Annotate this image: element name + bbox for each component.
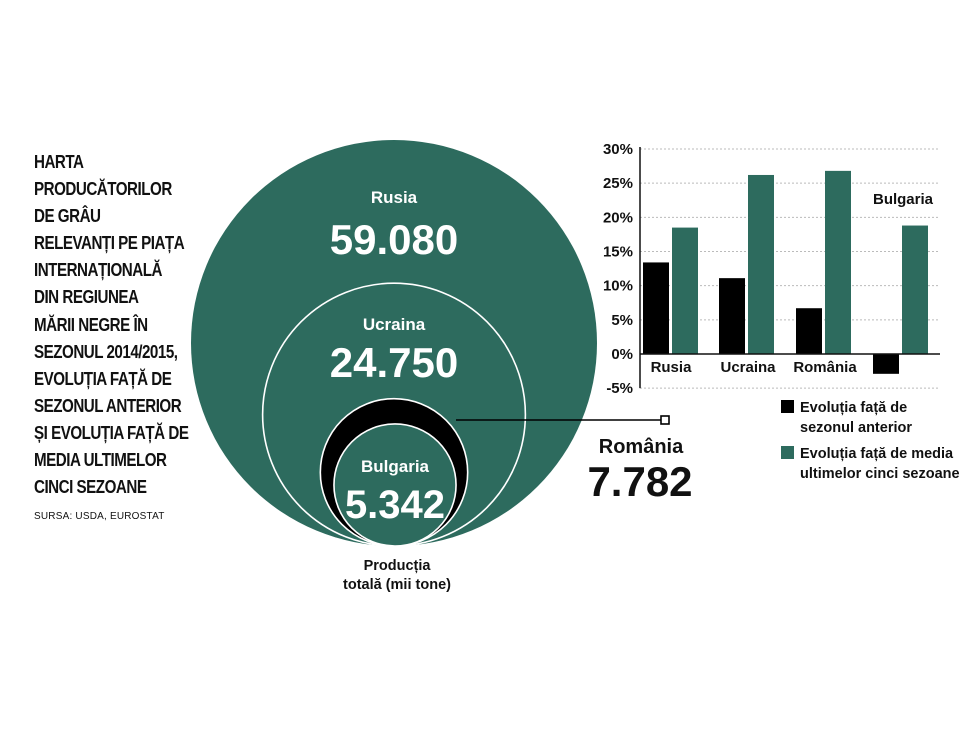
category-label: Ucraina	[720, 359, 776, 376]
bubble-value-rusia: 59.080	[330, 216, 458, 263]
bubble-chart: Rusia 59.080 Ucraina 24.750 Bulgaria 5.342 Rom…	[191, 140, 693, 593]
bubble-value-ucraina: 24.750	[330, 339, 458, 386]
bubble-label-romania: România	[599, 436, 684, 458]
title-line: MEDIA ULTIMELOR	[34, 449, 167, 471]
bubble-label-bulgaria: Bulgaria	[361, 457, 430, 476]
bar-anterior-2	[796, 308, 822, 354]
bubble-bulgaria	[333, 423, 457, 547]
y-tick-label: 0%	[611, 346, 633, 363]
y-tick-label: 25%	[603, 175, 633, 192]
y-tick-label: 15%	[603, 244, 633, 261]
title-line: INTERNAȚIONALĂ	[34, 259, 162, 281]
title-line: DE GRÂU	[34, 205, 101, 227]
bubble-caption-line: totală (mii tone)	[343, 577, 451, 593]
bar-media-2	[825, 170, 851, 354]
y-tick-label: 5%	[611, 312, 633, 329]
bar-anterior-1	[719, 278, 745, 354]
category-label: Bulgaria	[873, 191, 934, 208]
title-line: SEZONUL 2014/2015,	[34, 340, 178, 362]
bar-anterior-0	[643, 262, 669, 354]
legend-label: Evoluția față de	[800, 400, 907, 416]
y-tick-label: 10%	[603, 278, 633, 295]
bar-media-3	[902, 225, 928, 354]
title-line: HARTA	[34, 151, 84, 172]
title-line: EVOLUȚIA FAȚĂ DE	[34, 367, 172, 389]
bubble-label-rusia: Rusia	[371, 188, 418, 207]
bar-media-1	[748, 174, 774, 354]
bubble-value-bulgaria: 5.342	[345, 483, 445, 527]
bubble-caption-line: Producția	[364, 558, 432, 574]
bar-anterior-3	[873, 354, 899, 374]
romania-callout-marker	[660, 415, 670, 425]
title-line: SEZONUL ANTERIOR	[34, 394, 182, 416]
bubble-label-ucraina: Ucraina	[363, 315, 426, 334]
bar-chart: -5% 0% 5% 10% 15% 20% 25% 30% Rusia Ucraina Români…	[603, 141, 960, 482]
y-tick-label: 30%	[603, 141, 633, 158]
source-note: SURSA: USDA, EUROSTAT	[34, 511, 165, 522]
chart-title: HARTA PRODUCĂTORILOR DE GRÂU RELEVANȚI PE P…	[34, 148, 198, 500]
title-line: MĂRII NEGRE ÎN	[34, 313, 148, 335]
legend-swatch	[781, 446, 794, 459]
title-line: RELEVANȚI PE PIAȚA	[34, 232, 185, 254]
legend-swatch	[781, 400, 794, 413]
title-line: DIN REGIUNEA	[34, 286, 139, 308]
category-label: Rusia	[651, 359, 693, 376]
title-line: ȘI EVOLUȚIA FAȚĂ DE	[34, 421, 189, 443]
legend-label: sezonul anterior	[800, 420, 912, 436]
y-tick-label: -5%	[606, 380, 633, 397]
y-tick-label: 20%	[603, 209, 633, 226]
bubble-value-romania: 7.782	[587, 458, 692, 505]
bar-media-0	[672, 227, 698, 354]
legend-label: Evoluția față de media	[800, 446, 954, 462]
title-line: PRODUCĂTORILOR	[34, 178, 172, 200]
category-label: România	[793, 359, 857, 376]
title-line: CINCI SEZOANE	[34, 476, 147, 498]
legend-label: ultimelor cinci sezoane	[800, 466, 960, 482]
